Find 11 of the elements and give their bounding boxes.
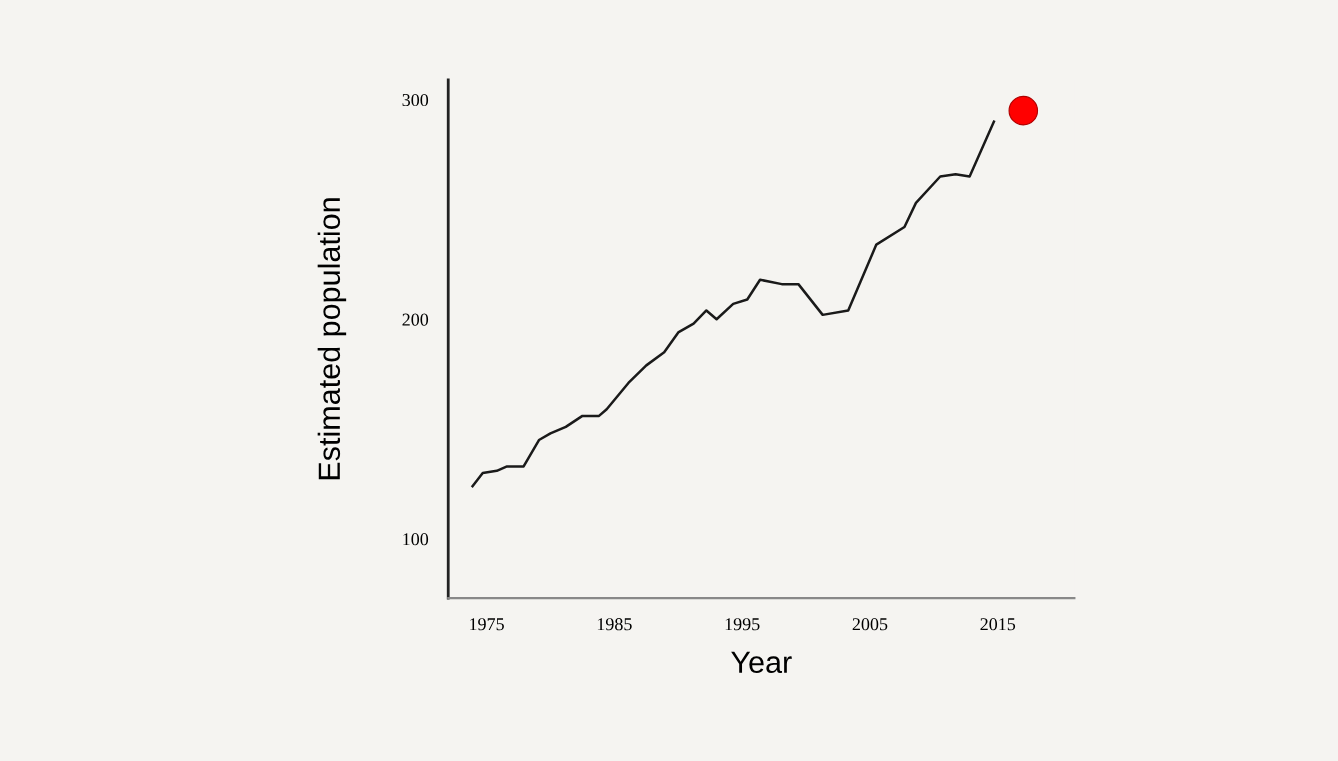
y-axis-title: Estimated population xyxy=(317,198,347,480)
x-tick-label: 1995 xyxy=(725,618,760,631)
x-axis-title: Year xyxy=(731,651,792,674)
y-tick-label: 100 xyxy=(403,533,429,546)
x-tick-label: 2015 xyxy=(980,618,1016,631)
y-tick-label: 300 xyxy=(402,93,429,107)
x-tick-label: 1985 xyxy=(597,618,632,631)
line-series xyxy=(471,120,996,488)
x-tick-label: 1975 xyxy=(470,618,504,631)
y-tick-label: 200 xyxy=(402,313,429,326)
x-tick-label: 2005 xyxy=(852,618,888,631)
